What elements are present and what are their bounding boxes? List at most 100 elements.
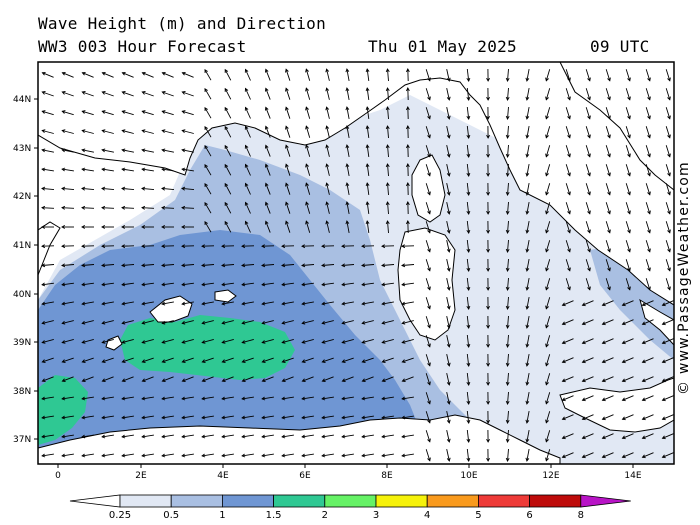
wave-arrow xyxy=(62,149,74,153)
wave-arrow xyxy=(326,164,330,176)
wave-arrow xyxy=(622,433,634,439)
wave-arrow-head xyxy=(647,77,651,82)
wave-arrow xyxy=(102,149,114,153)
wave-arrow-head xyxy=(301,453,306,458)
wave-arrow-head xyxy=(141,110,146,114)
wave-arrow-head xyxy=(486,305,490,310)
wave-arrow xyxy=(665,202,671,214)
wave-arrow xyxy=(526,449,530,461)
wave-arrow xyxy=(425,240,431,252)
wave-arrow xyxy=(162,415,174,419)
wave-arrow xyxy=(366,202,370,214)
wave-arrow xyxy=(466,448,470,462)
wave-arrow xyxy=(265,202,271,214)
wave-arrow-head xyxy=(161,129,166,134)
wave-arrow xyxy=(645,145,651,157)
wave-arrow xyxy=(562,376,574,382)
wave-arrow-head xyxy=(361,263,366,268)
wave-arrow xyxy=(446,278,450,290)
wave-arrow-head xyxy=(41,434,46,439)
wave-arrow xyxy=(245,164,251,176)
wave-arrow xyxy=(281,264,295,266)
wave-arrow-head xyxy=(81,186,86,191)
wave-arrow xyxy=(507,87,509,101)
wave-arrow-head xyxy=(627,115,631,120)
wave-arrow xyxy=(387,201,389,215)
wave-arrow-head xyxy=(261,415,266,420)
wave-arrow xyxy=(224,145,232,157)
wave-arrow-head xyxy=(325,144,330,149)
wave-arrow-head xyxy=(505,172,510,177)
wave-arrow-head xyxy=(561,397,566,402)
wave-arrow-head xyxy=(341,434,346,439)
wave-arrow-head xyxy=(385,201,390,206)
wave-arrow xyxy=(322,376,334,382)
wave-arrow xyxy=(346,69,350,81)
wave-arrow-head xyxy=(486,115,490,120)
wave-arrow-head xyxy=(61,167,66,172)
wave-arrow xyxy=(362,338,374,344)
wave-arrow xyxy=(526,145,530,157)
wave-arrow xyxy=(182,110,194,116)
wave-arrow xyxy=(322,320,334,324)
wave-arrow xyxy=(122,72,134,78)
wave-arrow-head xyxy=(141,91,146,95)
wave-arrow xyxy=(202,338,214,344)
wave-arrow-head xyxy=(41,340,46,344)
wave-arrow-head xyxy=(101,434,106,439)
wave-arrow-head xyxy=(285,182,289,187)
wave-arrow-head xyxy=(401,453,406,458)
wave-arrow-head xyxy=(101,453,106,458)
wave-arrow xyxy=(42,357,54,363)
wave-arrow xyxy=(81,264,95,266)
wave-arrow xyxy=(326,107,330,119)
wave-arrow xyxy=(382,338,394,344)
wave-arrow xyxy=(82,338,94,344)
wave-arrow xyxy=(204,107,212,119)
wave-arrow xyxy=(204,221,212,233)
wave-arrow xyxy=(322,453,334,457)
wave-arrow-head xyxy=(181,129,186,134)
wave-arrow xyxy=(585,202,591,214)
wave-arrow xyxy=(321,264,335,266)
wave-arrow-head xyxy=(224,220,229,225)
wave-arrow-head xyxy=(381,359,386,363)
wave-arrow xyxy=(446,354,450,366)
wave-arrow xyxy=(342,415,354,419)
wave-arrow-head xyxy=(41,186,46,191)
wave-arrow-head xyxy=(325,163,330,168)
wave-arrow xyxy=(545,297,551,309)
wave-arrow-head xyxy=(545,153,549,158)
wave-arrow-head xyxy=(601,321,606,326)
wave-arrow-head xyxy=(505,115,510,120)
wave-arrow-head xyxy=(41,453,46,458)
wave-arrow-head xyxy=(607,210,611,215)
wave-arrow xyxy=(42,415,54,419)
wave-arrow xyxy=(605,240,611,252)
wave-arrow xyxy=(142,168,154,172)
wave-arrow-head xyxy=(101,129,106,134)
wave-arrow-head xyxy=(244,68,249,73)
wave-arrow xyxy=(625,126,631,138)
wave-arrow xyxy=(466,182,470,196)
wave-arrow-head xyxy=(281,359,286,363)
wave-arrow-head xyxy=(61,396,66,401)
wave-arrow-head xyxy=(261,396,266,401)
wave-arrow xyxy=(62,415,74,419)
wave-arrow-head xyxy=(281,244,286,249)
wave-arrow-head xyxy=(221,434,226,439)
wave-arrow-head xyxy=(261,320,266,325)
wave-arrow xyxy=(466,429,470,443)
wave-arrow xyxy=(224,69,232,81)
wave-arrow xyxy=(182,91,194,97)
wave-arrow-head xyxy=(581,416,586,421)
wave-arrow-head xyxy=(427,362,431,367)
wave-arrow-head xyxy=(121,396,126,401)
wave-arrow-head xyxy=(401,340,406,344)
wave-arrow-head xyxy=(385,68,390,73)
wave-arrow-head xyxy=(427,457,431,462)
wave-arrow-head xyxy=(301,359,306,363)
wave-arrow xyxy=(605,183,611,195)
wave-arrow-head xyxy=(446,210,451,215)
wave-arrow-head xyxy=(621,359,626,364)
